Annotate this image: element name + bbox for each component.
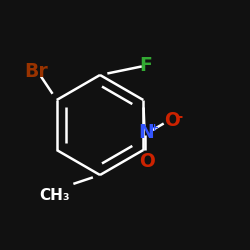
Text: O: O bbox=[164, 110, 180, 130]
Text: CH₃: CH₃ bbox=[40, 188, 70, 203]
Text: -: - bbox=[176, 108, 183, 124]
Text: O: O bbox=[139, 152, 154, 171]
Text: +: + bbox=[150, 123, 159, 133]
Text: Br: Br bbox=[24, 62, 48, 81]
Text: F: F bbox=[140, 56, 152, 75]
Text: N: N bbox=[139, 123, 154, 142]
